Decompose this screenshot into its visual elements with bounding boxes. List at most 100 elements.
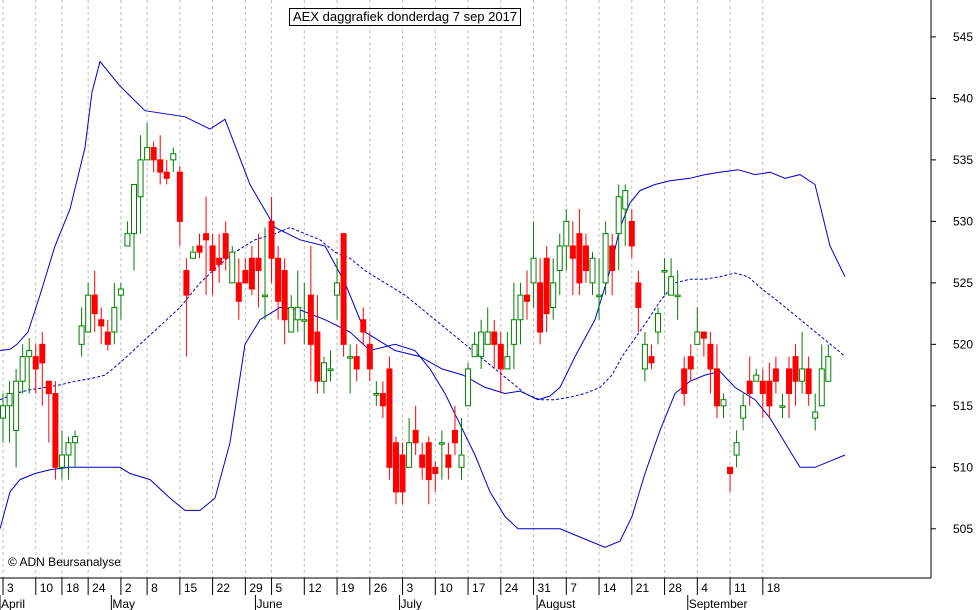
candle bbox=[157, 135, 164, 185]
x-tick-label: 3 bbox=[7, 581, 14, 595]
candle-body bbox=[458, 454, 465, 468]
candle bbox=[98, 307, 105, 345]
candle bbox=[189, 245, 196, 259]
candle bbox=[713, 344, 720, 419]
candle-body bbox=[661, 270, 668, 273]
candle-body bbox=[812, 411, 819, 419]
candle-body bbox=[157, 159, 164, 173]
candle-body bbox=[45, 380, 52, 395]
x-tick-label: 4 bbox=[701, 581, 708, 595]
candle bbox=[58, 430, 65, 480]
candle bbox=[569, 221, 576, 296]
copyright-label: © ADN Beursanalyse bbox=[8, 555, 121, 569]
candle bbox=[746, 356, 753, 406]
candle bbox=[144, 122, 151, 161]
x-tick-label: 18 bbox=[767, 581, 781, 595]
x-tick-label: 3 bbox=[407, 581, 414, 595]
candle bbox=[379, 381, 386, 419]
candle bbox=[635, 270, 642, 333]
candle-body bbox=[432, 466, 439, 474]
candle-body bbox=[668, 276, 675, 296]
candle-body bbox=[602, 233, 609, 284]
candle bbox=[759, 368, 766, 419]
candle-body bbox=[196, 245, 203, 253]
candle-body bbox=[203, 233, 210, 241]
middle-band-line bbox=[0, 226, 846, 401]
candle bbox=[360, 307, 367, 345]
candle bbox=[183, 258, 190, 357]
month-label: August bbox=[538, 597, 576, 610]
vertical-grid bbox=[2, 0, 764, 578]
candle-body bbox=[327, 368, 334, 371]
candle bbox=[694, 307, 701, 345]
y-tick-label: 525 bbox=[953, 276, 973, 290]
candle-body bbox=[52, 393, 59, 468]
candle bbox=[478, 319, 485, 369]
candle-body bbox=[635, 282, 642, 308]
candle bbox=[314, 295, 321, 394]
candle-body bbox=[78, 325, 85, 345]
candle-body bbox=[471, 343, 478, 358]
candle bbox=[786, 356, 792, 419]
candle-body bbox=[65, 442, 72, 456]
x-tick-label: 26 bbox=[374, 581, 388, 595]
candle bbox=[451, 405, 458, 456]
candle-body bbox=[320, 362, 327, 382]
candle bbox=[622, 184, 629, 246]
candle bbox=[131, 183, 137, 271]
candle-body bbox=[700, 331, 707, 339]
candle bbox=[445, 442, 452, 480]
candle bbox=[104, 319, 111, 351]
candle bbox=[0, 393, 6, 443]
candle-body bbox=[799, 368, 806, 382]
candle-body bbox=[32, 356, 39, 370]
y-tick-label: 505 bbox=[953, 522, 973, 536]
candle-body bbox=[491, 331, 498, 345]
candle-body bbox=[268, 220, 275, 259]
candle bbox=[432, 461, 439, 492]
candle bbox=[196, 233, 203, 259]
candle-body bbox=[58, 454, 65, 468]
x-tick-label: 15 bbox=[184, 581, 198, 595]
candle bbox=[163, 159, 170, 185]
candle bbox=[471, 332, 478, 358]
candle-body bbox=[484, 331, 491, 345]
candle bbox=[393, 436, 399, 505]
candle bbox=[235, 258, 242, 320]
candle bbox=[589, 252, 596, 296]
candle-body bbox=[609, 245, 616, 272]
candle bbox=[641, 332, 648, 382]
candle-body bbox=[648, 356, 655, 364]
candle-body bbox=[117, 288, 124, 296]
candle bbox=[491, 319, 498, 369]
candle bbox=[484, 307, 491, 345]
candle bbox=[6, 381, 13, 443]
x-tick-label: 7 bbox=[570, 581, 577, 595]
x-tick-label: 29 bbox=[249, 581, 263, 595]
candle bbox=[497, 332, 504, 394]
candle-body bbox=[19, 356, 26, 382]
candle-body bbox=[425, 442, 432, 481]
candle-body bbox=[294, 306, 301, 321]
candle-body bbox=[772, 368, 779, 382]
candle bbox=[229, 245, 236, 284]
x-tick-label: 2 bbox=[125, 581, 132, 595]
candle-body bbox=[98, 319, 105, 327]
candle-body bbox=[379, 393, 386, 407]
candle-body bbox=[72, 436, 79, 444]
candle bbox=[275, 245, 282, 320]
candle-body bbox=[242, 270, 249, 284]
candle bbox=[753, 368, 760, 382]
candle-body bbox=[628, 220, 635, 247]
candle bbox=[216, 233, 223, 283]
candle-body bbox=[406, 442, 413, 468]
candle bbox=[700, 331, 707, 357]
candle bbox=[301, 282, 308, 345]
candle bbox=[340, 233, 347, 357]
candle-body bbox=[216, 257, 223, 265]
candle-body bbox=[727, 466, 734, 474]
candlesticks bbox=[0, 122, 832, 505]
candle bbox=[72, 430, 79, 468]
candle bbox=[412, 405, 419, 456]
